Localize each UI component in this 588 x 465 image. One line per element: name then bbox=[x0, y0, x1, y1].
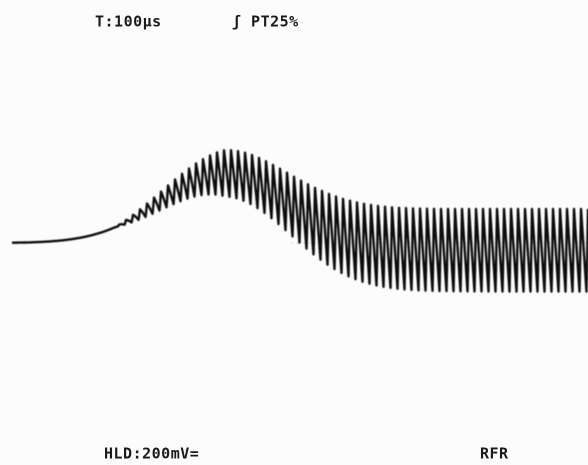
hold-label: HLD:200mV= bbox=[104, 445, 199, 463]
mode-label: RFR bbox=[480, 445, 509, 463]
timebase-label: T:100μs bbox=[95, 13, 162, 31]
trigger-label: ʃ PT25% bbox=[232, 13, 299, 31]
scope-screen: T:100μs ʃ PT25% HLD:200mV= RFR bbox=[0, 0, 588, 465]
page: T:100μs ʃ PT25% HLD:200mV= RFR (() => { … bbox=[0, 0, 588, 465]
screen-background bbox=[0, 0, 588, 465]
